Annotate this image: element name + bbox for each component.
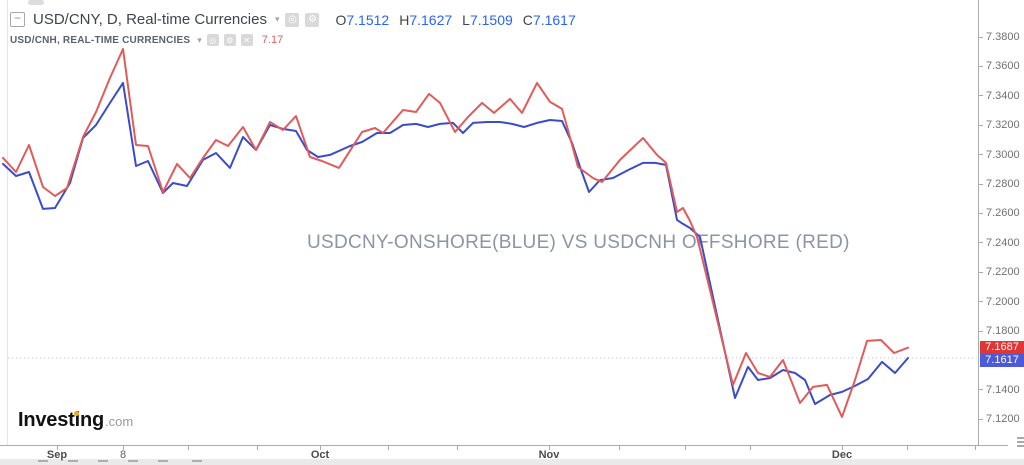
strip-dash bbox=[38, 460, 48, 462]
price-axis-label: 7.3200 bbox=[986, 119, 1020, 132]
time-axis-tick bbox=[842, 446, 843, 450]
close-icon[interactable]: ✕ bbox=[240, 34, 253, 46]
logo-orange-dot-icon bbox=[74, 411, 79, 416]
time-axis-tick bbox=[188, 446, 189, 450]
price-axis-tick bbox=[979, 95, 983, 97]
price-axis[interactable]: 7.1200 7.1400 7.1800 7.2000 7.2200 7.2400 7.26… bbox=[978, 0, 1024, 445]
time-axis-tick bbox=[388, 446, 389, 450]
price-axis-tick bbox=[979, 124, 983, 126]
overlay-symbol-title[interactable]: USD/CNH, REAL-TIME CURRENCIES bbox=[10, 34, 191, 46]
price-axis-label: 7.2800 bbox=[986, 178, 1020, 191]
usdcnh-line-series[interactable] bbox=[2, 48, 909, 418]
ohlc-item: O7.1512 bbox=[335, 11, 390, 28]
price-axis-label: 7.2000 bbox=[986, 295, 1020, 308]
ohlc-item: L7.1509 bbox=[462, 11, 513, 28]
symbol-title[interactable]: USD/CNY, D, Real-time Currencies bbox=[33, 11, 267, 28]
price-axis-tick bbox=[979, 212, 983, 214]
time-axis-tick bbox=[685, 446, 686, 450]
price-axis-label: 7.3400 bbox=[986, 89, 1020, 102]
time-axis-tick bbox=[750, 446, 751, 450]
price-axis-label: 7.1200 bbox=[986, 413, 1020, 426]
strip-dash bbox=[68, 460, 78, 462]
strip-dash bbox=[98, 460, 108, 462]
chart-left-border bbox=[7, 0, 8, 445]
price-axis-tick bbox=[979, 271, 983, 273]
time-axis-tick bbox=[975, 446, 976, 450]
last-price-badge-usdcny: 7.1617 bbox=[980, 354, 1024, 368]
strip-dash bbox=[128, 460, 138, 462]
price-axis-tick bbox=[979, 242, 983, 244]
price-axis-label: 7.2200 bbox=[986, 266, 1020, 279]
investing-logo-suffix: .com bbox=[105, 414, 134, 429]
symbol-header-row: − USD/CNY, D, Real-time Currencies ▾ ◎ ⚙… bbox=[10, 11, 576, 28]
time-axis-tick bbox=[123, 446, 124, 450]
settings-gear-icon[interactable]: ⚙ bbox=[305, 12, 320, 27]
scrollbar-artifact bbox=[28, 0, 44, 5]
price-axis-label: 7.3800 bbox=[986, 31, 1020, 44]
time-axis-label: Sep bbox=[46, 449, 68, 461]
last-price-badge-usdcnh: 7.1687 bbox=[980, 341, 1024, 355]
time-axis-tick bbox=[320, 446, 321, 450]
strip-dash bbox=[192, 460, 202, 462]
settings-gear-icon[interactable]: ⚙ bbox=[223, 34, 236, 46]
price-axis-label: 7.2400 bbox=[986, 236, 1020, 249]
time-axis-tick bbox=[619, 446, 620, 450]
investing-logo-text: Investing bbox=[18, 409, 104, 431]
watermark-text: USDCNY-ONSHORE(BLUE) VS USDCNH OFFSHORE … bbox=[307, 232, 850, 253]
price-axis-tick bbox=[979, 154, 983, 156]
overlay-last-value: 7.17 bbox=[261, 34, 284, 46]
price-axis-tick bbox=[979, 301, 983, 303]
price-axis-tick bbox=[979, 418, 983, 420]
strip-dash bbox=[158, 460, 168, 462]
time-axis-label: Nov bbox=[538, 449, 560, 461]
time-axis-tick bbox=[549, 446, 550, 450]
price-axis-label: 7.3000 bbox=[986, 148, 1020, 161]
scrollbar-handle-icon[interactable] bbox=[1017, 437, 1024, 451]
time-axis[interactable]: Sep 8 Oct Nov Dec bbox=[0, 445, 1008, 461]
time-axis-label: Dec bbox=[831, 449, 853, 461]
price-axis-tick bbox=[979, 36, 983, 38]
price-axis-tick bbox=[979, 183, 983, 185]
price-axis-label: 7.1400 bbox=[986, 383, 1020, 396]
investing-logo: Investing .com bbox=[18, 409, 133, 432]
time-axis-tick bbox=[907, 446, 908, 450]
time-axis-label: 8 bbox=[119, 449, 127, 461]
price-axis-label: 7.1800 bbox=[986, 325, 1020, 338]
price-axis-label: 7.2600 bbox=[986, 207, 1020, 220]
chevron-down-icon[interactable]: ▾ bbox=[274, 14, 280, 24]
time-axis-tick bbox=[57, 446, 58, 450]
price-axis-label: 7.3600 bbox=[986, 60, 1020, 73]
ohlc-item: H7.1627 bbox=[399, 11, 453, 28]
price-axis-tick bbox=[979, 330, 983, 332]
time-axis-label: Oct bbox=[310, 449, 330, 461]
price-axis-tick bbox=[979, 389, 983, 391]
time-axis-tick bbox=[457, 446, 458, 450]
collapse-icon[interactable]: − bbox=[10, 12, 25, 27]
price-axis-tick bbox=[979, 65, 983, 67]
visibility-icon[interactable]: ◎ bbox=[285, 12, 300, 27]
time-axis-tick bbox=[257, 446, 258, 450]
overlay-header-row: USD/CNH, REAL-TIME CURRENCIES ▾ ◎ ⚙ ✕ 7.… bbox=[10, 34, 283, 46]
chevron-down-icon[interactable]: ▾ bbox=[197, 34, 202, 45]
usdcny-line-series[interactable] bbox=[2, 81, 909, 405]
bottom-strip bbox=[0, 459, 1024, 465]
ohlc-values: O7.1512 H7.1627 L7.1509 C7.1617 bbox=[335, 12, 575, 28]
visibility-icon[interactable]: ◎ bbox=[206, 34, 219, 46]
ohlc-item: C7.1617 bbox=[522, 11, 576, 28]
